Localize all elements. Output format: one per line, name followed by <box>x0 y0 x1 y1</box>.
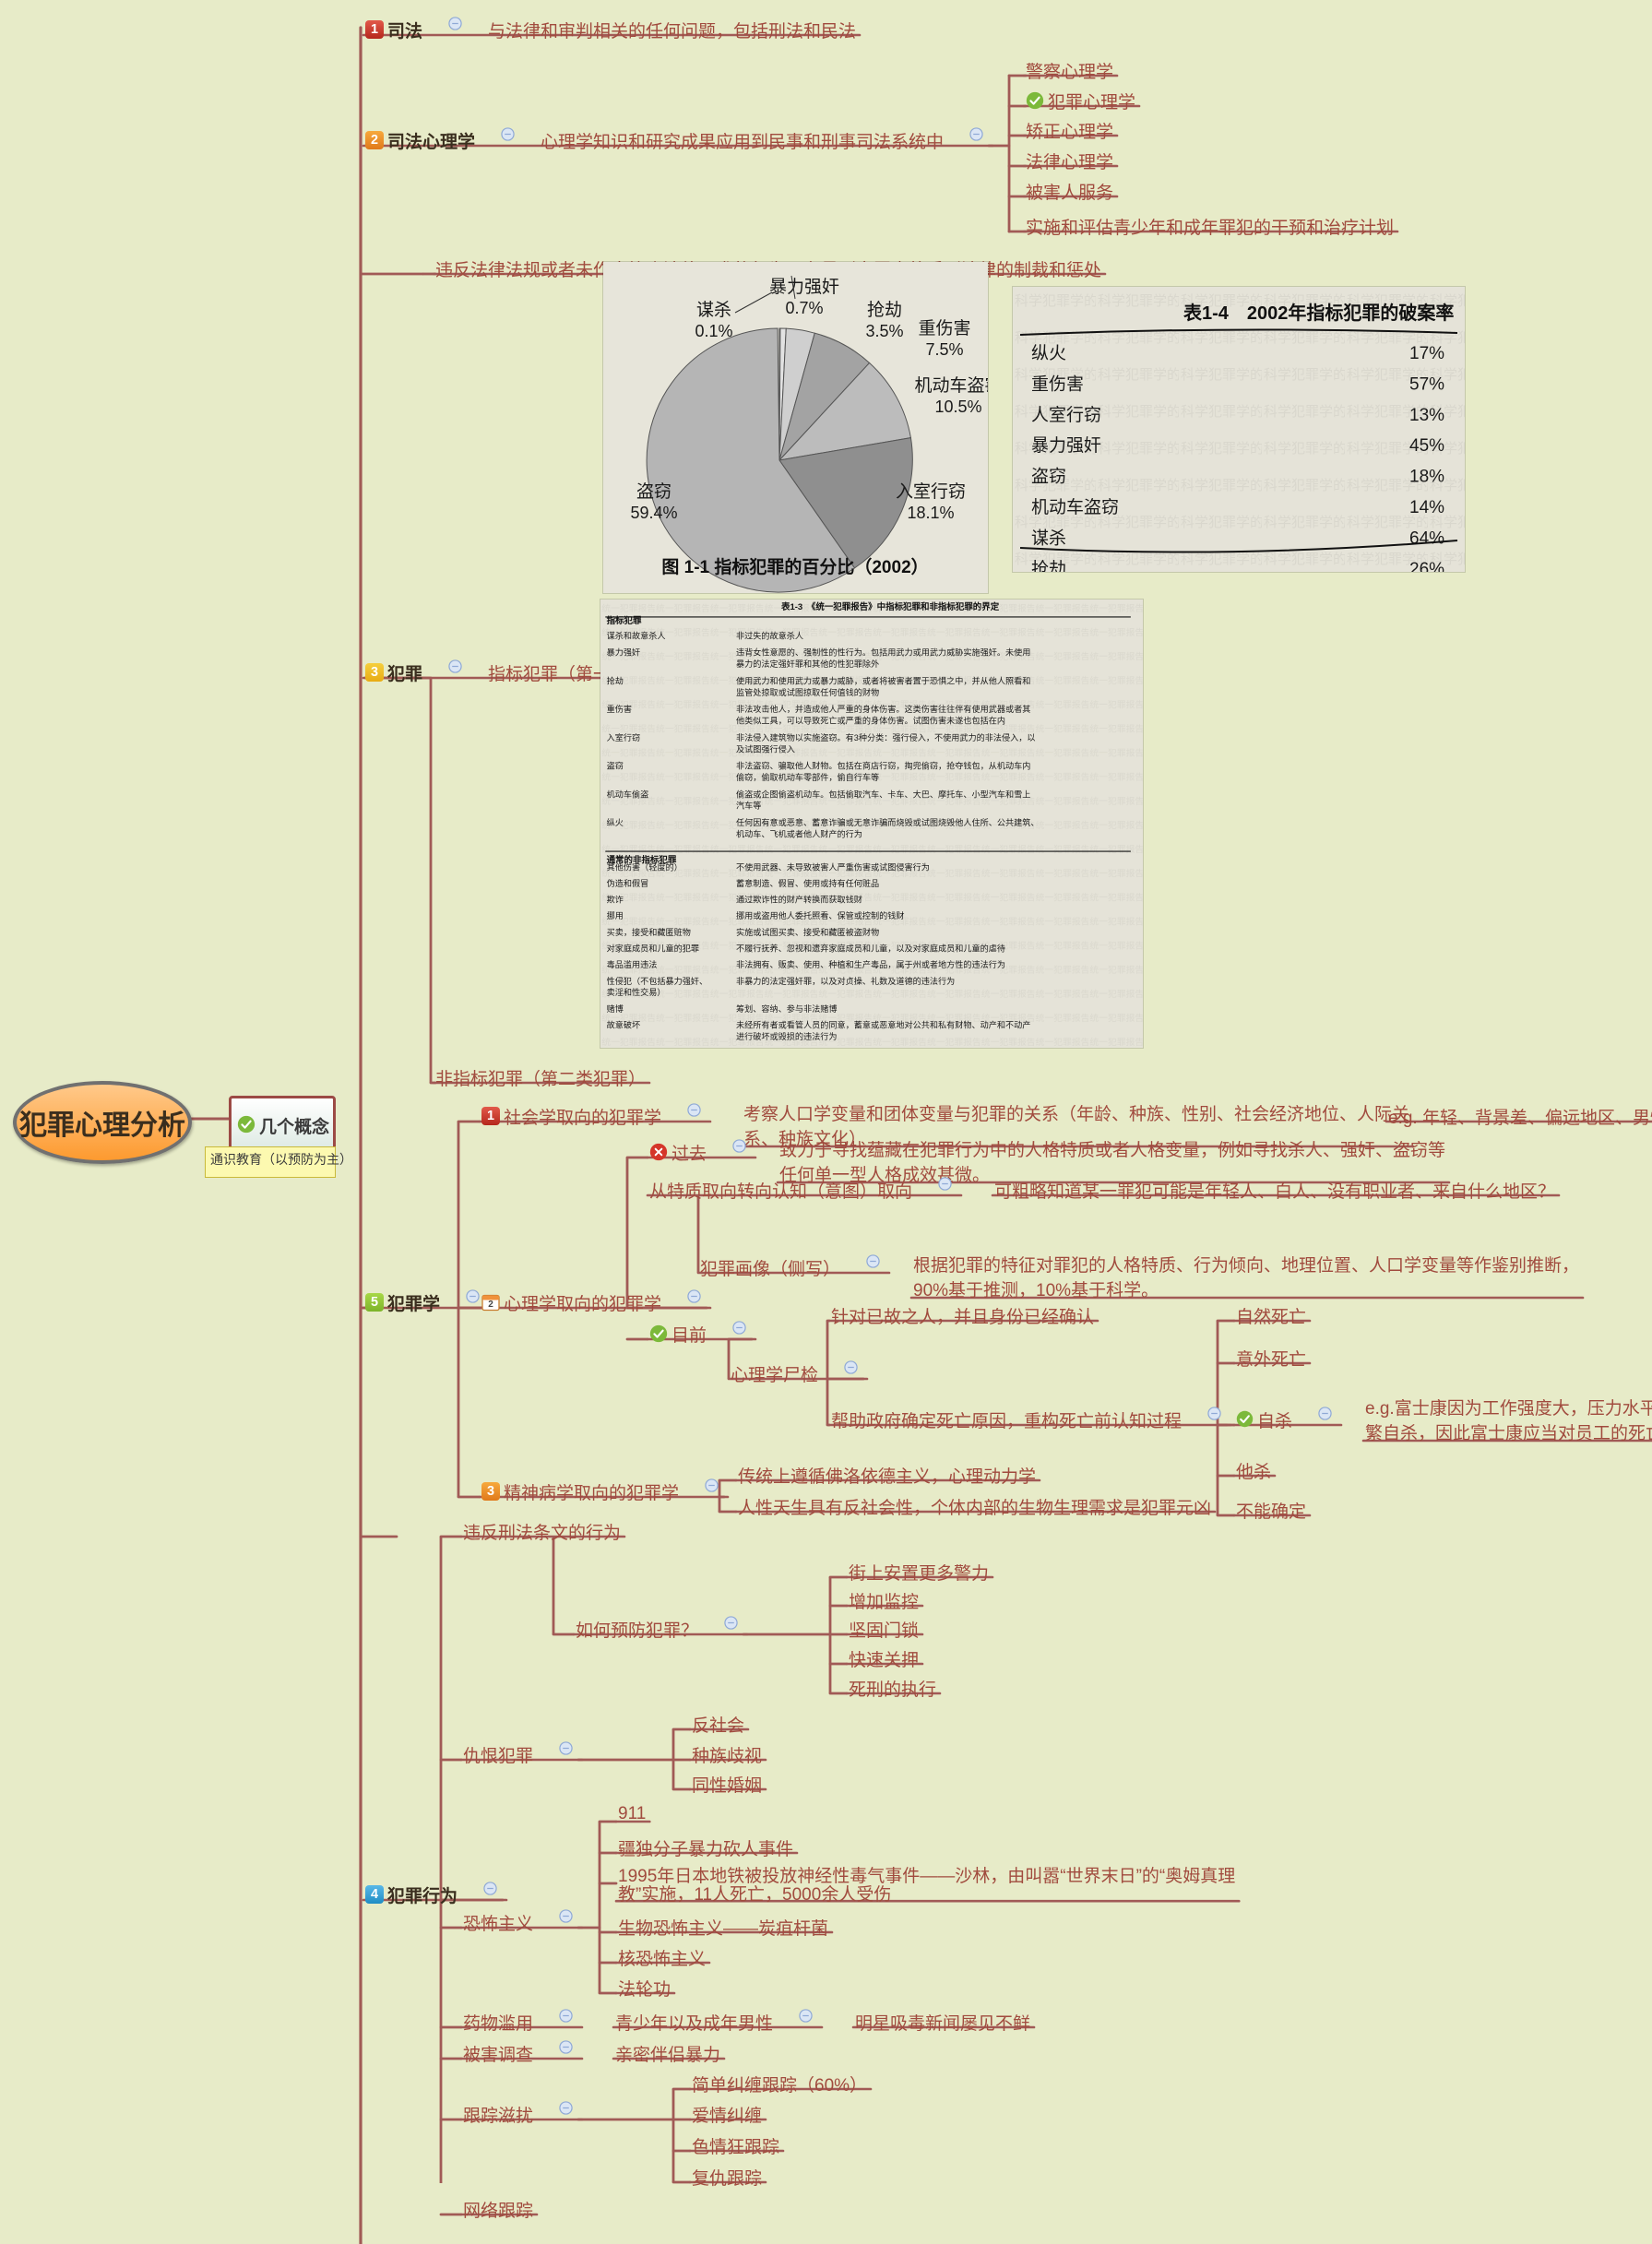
svg-text:26%: 26% <box>1409 560 1444 572</box>
svg-text:汽车等: 汽车等 <box>736 801 761 811</box>
svg-text:挪用或盗用他人委托照看、保管或控制的钱财: 挪用或盗用他人委托照看、保管或控制的钱财 <box>736 910 905 920</box>
svg-text:重伤害: 重伤害 <box>918 318 970 338</box>
svg-text:14%: 14% <box>1409 498 1444 517</box>
svg-text:纵火: 纵火 <box>1031 343 1066 363</box>
svg-text:通过欺诈性的财产转换而获取钱财: 通过欺诈性的财产转换而获取钱财 <box>736 895 862 905</box>
svg-text:赌博: 赌博 <box>607 1003 624 1014</box>
svg-text:指标犯罪: 指标犯罪 <box>607 615 642 626</box>
svg-text:3.5%: 3.5% <box>865 322 903 340</box>
svg-text:盗窃: 盗窃 <box>636 481 671 502</box>
svg-text:17%: 17% <box>1409 344 1444 363</box>
svg-text:18.1%: 18.1% <box>907 504 954 522</box>
svg-text:入室行窃: 入室行窃 <box>896 481 966 502</box>
svg-text:伪造和假冒: 伪造和假冒 <box>607 878 649 888</box>
svg-text:抢劫: 抢劫 <box>867 300 902 320</box>
svg-text:谋杀: 谋杀 <box>696 300 731 320</box>
svg-text:人室行窃: 人室行窃 <box>1031 405 1101 425</box>
svg-text:59.4%: 59.4% <box>630 504 677 522</box>
svg-text:买卖，接受和藏匿赃物: 买卖，接受和藏匿赃物 <box>607 927 691 937</box>
svg-text:卖淫和性交易）: 卖淫和性交易） <box>607 987 666 997</box>
svg-text:不使用武器、未导致被害人严重伤害或试图侵害行为: 不使用武器、未导致被害人严重伤害或试图侵害行为 <box>736 861 930 872</box>
svg-text:45%: 45% <box>1409 436 1444 456</box>
svg-text:抢劫: 抢劫 <box>1031 559 1066 572</box>
svg-text:0.7%: 0.7% <box>785 299 823 317</box>
svg-text:非过失的故意杀人: 非过失的故意杀人 <box>736 630 803 640</box>
svg-text:7.5%: 7.5% <box>925 340 963 359</box>
svg-text:偷窃，偷取机动车零部件，偷自行车等: 偷窃，偷取机动车零部件，偷自行车等 <box>736 772 879 782</box>
svg-text:57%: 57% <box>1409 374 1444 394</box>
svg-text:2: 2 <box>488 1300 493 1310</box>
svg-text:及试图强行侵入: 及试图强行侵入 <box>736 743 795 754</box>
svg-text:他类似工具，可以导致死亡或严重的身体伤害。试图伤害未遂也包括: 他类似工具，可以导致死亡或严重的身体伤害。试图伤害未遂也包括在内 <box>736 716 1005 726</box>
svg-text:进行破坏或毁损的违法行为: 进行破坏或毁损的违法行为 <box>736 1031 838 1041</box>
svg-text:盗窃: 盗窃 <box>607 761 624 771</box>
svg-text:谋杀: 谋杀 <box>1031 528 1066 548</box>
svg-text:暴力的法定强奸罪和其他的性犯罪除外: 暴力的法定强奸罪和其他的性犯罪除外 <box>736 659 879 669</box>
svg-text:蓄意制造、假冒、使用或持有任何赃品: 蓄意制造、假冒、使用或持有任何赃品 <box>736 878 879 888</box>
svg-text:10.5%: 10.5% <box>934 398 981 416</box>
svg-text:0.1%: 0.1% <box>695 322 732 340</box>
svg-text:表1-4 2002年指标犯罪的破案率: 表1-4 2002年指标犯罪的破案率 <box>1183 302 1454 324</box>
svg-text:毒品滥用违法: 毒品滥用违法 <box>607 959 658 969</box>
svg-text:非法盗窃、骗取他人财物。包括在商店行窃，掏兜偷窃，抢夺钱包，: 非法盗窃、骗取他人财物。包括在商店行窃，掏兜偷窃，抢夺钱包，从机动车内 <box>736 761 1030 771</box>
svg-text:重伤害: 重伤害 <box>607 704 632 714</box>
svg-text:暴力强奸: 暴力强奸 <box>1031 435 1101 456</box>
svg-text:盗窃: 盗窃 <box>1031 467 1066 487</box>
svg-text:谋杀和故意杀人: 谋杀和故意杀人 <box>607 630 666 640</box>
svg-text:使用武力和使用武力或暴力威胁，或者将被害者置于恐惧之中，并从: 使用武力和使用武力或暴力威胁，或者将被害者置于恐惧之中，并从他人照看和 <box>736 675 1030 685</box>
svg-text:非法侵入建筑物以实施盗窃。有3种分类：强行侵入，不使用武力的: 非法侵入建筑物以实施盗窃。有3种分类：强行侵入，不使用武力的非法侵入，以 <box>736 732 1035 742</box>
svg-text:任何因有意或恶意、蓄意诈骗或无意诈骗而烧毁或试图烧毁他人住所: 任何因有意或恶意、蓄意诈骗或无意诈骗而烧毁或试图烧毁他人住所、公共建筑、 <box>736 817 1040 827</box>
svg-text:重伤害: 重伤害 <box>1031 374 1084 394</box>
svg-text:机动车、飞机或者他人财产的行为: 机动车、飞机或者他人财产的行为 <box>736 828 862 838</box>
svg-text:13%: 13% <box>1409 406 1444 425</box>
svg-text:故意破坏: 故意破坏 <box>607 1019 641 1029</box>
svg-text:实施或试图买卖、接受和藏匿被盗财物: 实施或试图买卖、接受和藏匿被盗财物 <box>736 927 879 937</box>
svg-text:暴力强奸: 暴力强奸 <box>769 277 839 297</box>
svg-text:入室行窃: 入室行窃 <box>607 732 641 742</box>
svg-text:欺诈: 欺诈 <box>607 895 624 905</box>
svg-text:抢劫: 抢劫 <box>607 675 624 685</box>
svg-text:其他伤害（轻度的）: 其他伤害（轻度的） <box>607 861 683 872</box>
svg-text:非法攻击他人，并造成他人严重的身体伤害。这类伤害往往伴有使用: 非法攻击他人，并造成他人严重的身体伤害。这类伤害往往伴有使用武器或者其 <box>736 704 1030 714</box>
svg-text:机动车盗窃: 机动车盗窃 <box>1031 497 1119 517</box>
svg-text:未经所有者或看管人员的同意，蓄意或恶意地对公共和私有财物、动: 未经所有者或看管人员的同意，蓄意或恶意地对公共和私有财物、动产和不动产 <box>736 1019 1030 1029</box>
svg-text:表1-3 《统一犯罪报告》中指标犯罪和非指标犯罪的界定: 表1-3 《统一犯罪报告》中指标犯罪和非指标犯罪的界定 <box>780 601 1000 612</box>
svg-text:违背女性意愿的、强制性的性行为。包括用武力或用武力威胁实施强: 违背女性意愿的、强制性的性行为。包括用武力或用武力威胁实施强奸。未使用 <box>736 647 1030 658</box>
svg-text:挪用: 挪用 <box>607 910 624 920</box>
svg-text:机动车盗窃: 机动车盗窃 <box>914 375 988 396</box>
svg-text:筹划、容纳、参与非法赌博: 筹划、容纳、参与非法赌博 <box>736 1003 838 1014</box>
svg-text:机动车偷盗: 机动车偷盗 <box>607 789 649 799</box>
svg-text:纵火: 纵火 <box>607 818 624 827</box>
svg-text:18%: 18% <box>1409 468 1444 487</box>
svg-text:偷盗或企图偷盗机动车。包括偷取汽车、卡车、大巴、摩托车、小型: 偷盗或企图偷盗机动车。包括偷取汽车、卡车、大巴、摩托车、小型汽车和雪上 <box>736 789 1030 799</box>
svg-text:对家庭成员和儿童的犯罪: 对家庭成员和儿童的犯罪 <box>607 943 699 953</box>
svg-text:图 1-1 指标犯罪的百分比（2002）: 图 1-1 指标犯罪的百分比（2002） <box>661 556 928 577</box>
svg-text:暴力强奸: 暴力强奸 <box>607 647 641 658</box>
svg-text:不履行抚养、忽视和遗弃家庭成员和儿童，以及对家庭成员和儿童的: 不履行抚养、忽视和遗弃家庭成员和儿童，以及对家庭成员和儿童的虐待 <box>736 943 1005 953</box>
svg-text:监管处掠取或试图掠取任何值钱的财物: 监管处掠取或试图掠取任何值钱的财物 <box>736 687 879 697</box>
svg-text:性侵犯（不包括暴力强奸、: 性侵犯（不包括暴力强奸、 <box>607 976 708 986</box>
svg-text:64%: 64% <box>1409 528 1444 548</box>
svg-text:非法拥有、贩卖、使用、种植和生产毒品，属于州或者地方性的违法: 非法拥有、贩卖、使用、种植和生产毒品，属于州或者地方性的违法行为 <box>736 959 1005 969</box>
svg-text:非暴力的法定强奸罪，以及对贞操、礼数及道德的违法行为: 非暴力的法定强奸罪，以及对贞操、礼数及道德的违法行为 <box>736 976 955 986</box>
